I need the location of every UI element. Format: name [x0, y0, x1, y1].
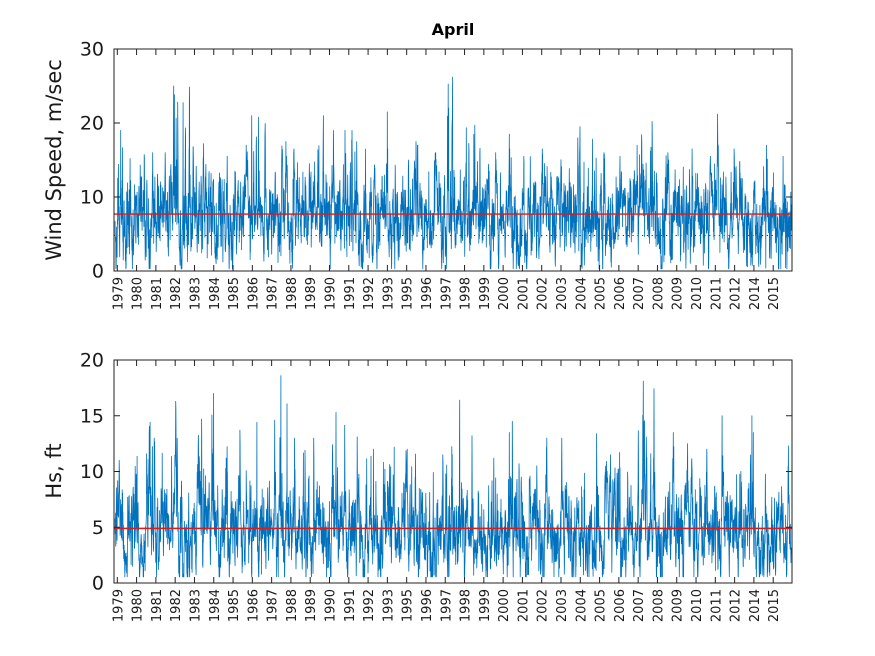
x-tick-label: 1998 [459, 589, 474, 622]
x-tick-label: 1999 [478, 277, 493, 310]
x-tick-label: 2002 [536, 277, 551, 310]
x-tick-label: 1995 [401, 277, 416, 310]
x-tick-label: 1982 [169, 589, 184, 622]
x-tick-label: 2008 [651, 277, 666, 310]
x-tick-label: 1987 [266, 277, 281, 310]
x-tick-label: 1997 [439, 277, 454, 310]
x-tick-label: 2011 [709, 589, 724, 622]
y-tick-label: 0 [92, 261, 104, 283]
x-tick-label: 1991 [343, 589, 358, 622]
x-tick-label: 2001 [516, 277, 531, 310]
x-tick-label: 2007 [632, 277, 647, 310]
x-tick-label: 1985 [227, 589, 242, 622]
x-tick-label: 1990 [324, 589, 339, 622]
x-tick-label: 1984 [208, 589, 223, 622]
x-tick-label: 1989 [304, 589, 319, 622]
x-tick-label: 1996 [420, 277, 435, 310]
x-tick-label: 2003 [555, 589, 570, 622]
x-tick-label: 1990 [324, 277, 339, 310]
x-tick-label: 1999 [478, 589, 493, 622]
x-tick-label: 2010 [690, 589, 705, 622]
x-tick-label: 2003 [555, 277, 570, 310]
x-tick-label: 2007 [632, 589, 647, 622]
x-tick-label: 1979 [111, 589, 126, 622]
x-tick-label: 2009 [671, 277, 686, 310]
x-tick-label: 1992 [362, 589, 377, 622]
wind-speed-axes-frame [113, 48, 793, 272]
x-tick-label: 1979 [111, 277, 126, 310]
x-tick-label: 2001 [516, 589, 531, 622]
x-tick-label: 2012 [729, 589, 744, 622]
x-tick-label: 1995 [401, 589, 416, 622]
x-tick-label: 2006 [613, 277, 628, 310]
hs-plot: 1979 1980 1981 1982 1983 1984 1985 1986 1987 1988… [80, 350, 793, 622]
x-tick-label: 1980 [131, 277, 146, 310]
x-tick-label: 1996 [420, 589, 435, 622]
x-tick-label: 2005 [594, 589, 609, 622]
hs-6hourly-line [114, 375, 792, 578]
x-tick-label: 2005 [594, 277, 609, 310]
x-tick-label: 1998 [459, 277, 474, 310]
x-tick-label: 1986 [246, 589, 261, 622]
x-tick-label: 2014 [748, 589, 763, 622]
x-tick-label: 1983 [188, 277, 203, 310]
x-tick-label: 1992 [362, 277, 377, 310]
x-tick-label: 1985 [227, 277, 242, 310]
x-tick-label: 2015 [767, 277, 782, 310]
y-tick-label: 20 [80, 350, 104, 372]
x-tick-label: 2006 [613, 589, 628, 622]
x-tick-label: 2009 [671, 589, 686, 622]
y-tick-label: 15 [80, 405, 104, 427]
x-tick-label: 1982 [169, 277, 184, 310]
x-tick-label: 2015 [767, 589, 782, 622]
y-tick-label: 10 [80, 461, 104, 483]
y-tick-label: 0 [92, 573, 104, 595]
x-tick-label: 1987 [266, 589, 281, 622]
x-tick-label: 2000 [497, 277, 512, 310]
chart-title: April [431, 20, 475, 39]
x-tick-label: 2012 [729, 277, 744, 310]
hs-y-axis-label: Hs, ft [42, 443, 66, 499]
x-tick-label: 2002 [536, 589, 551, 622]
x-tick-label: 1988 [285, 589, 300, 622]
x-tick-label: 2010 [690, 277, 705, 310]
x-tick-label: 1991 [343, 277, 358, 310]
x-tick-label: 2000 [497, 589, 512, 622]
y-tick-label: 5 [92, 517, 104, 539]
x-tick-label: 1983 [188, 589, 203, 622]
y-tick-label: 30 [80, 39, 104, 61]
x-tick-label: 1993 [381, 589, 396, 622]
x-tick-label: 1984 [208, 277, 223, 310]
x-tick-label: 1989 [304, 277, 319, 310]
wind-speed-plot: 1979 1980 1981 1982 1983 1984 1985 1986 1987 1988… [80, 39, 793, 310]
y-tick-label: 10 [80, 187, 104, 209]
y-tick-label: 20 [80, 113, 104, 135]
x-tick-label: 1997 [439, 589, 454, 622]
x-tick-label: 1988 [285, 277, 300, 310]
x-tick-label: 2014 [748, 277, 763, 310]
x-tick-label: 2011 [709, 277, 724, 310]
x-tick-label: 1993 [381, 277, 396, 310]
x-tick-label: 2008 [651, 589, 666, 622]
x-tick-label: 1986 [246, 277, 261, 310]
wind-y-axis-label: Wind Speed, m/sec [42, 59, 66, 261]
x-tick-label: 1981 [150, 589, 165, 622]
x-tick-label: 1980 [131, 589, 146, 622]
x-tick-label: 1981 [150, 277, 165, 310]
x-tick-label: 2004 [574, 277, 589, 310]
x-tick-label: 2004 [574, 589, 589, 622]
wind-speed-6hourly-line [114, 76, 792, 270]
